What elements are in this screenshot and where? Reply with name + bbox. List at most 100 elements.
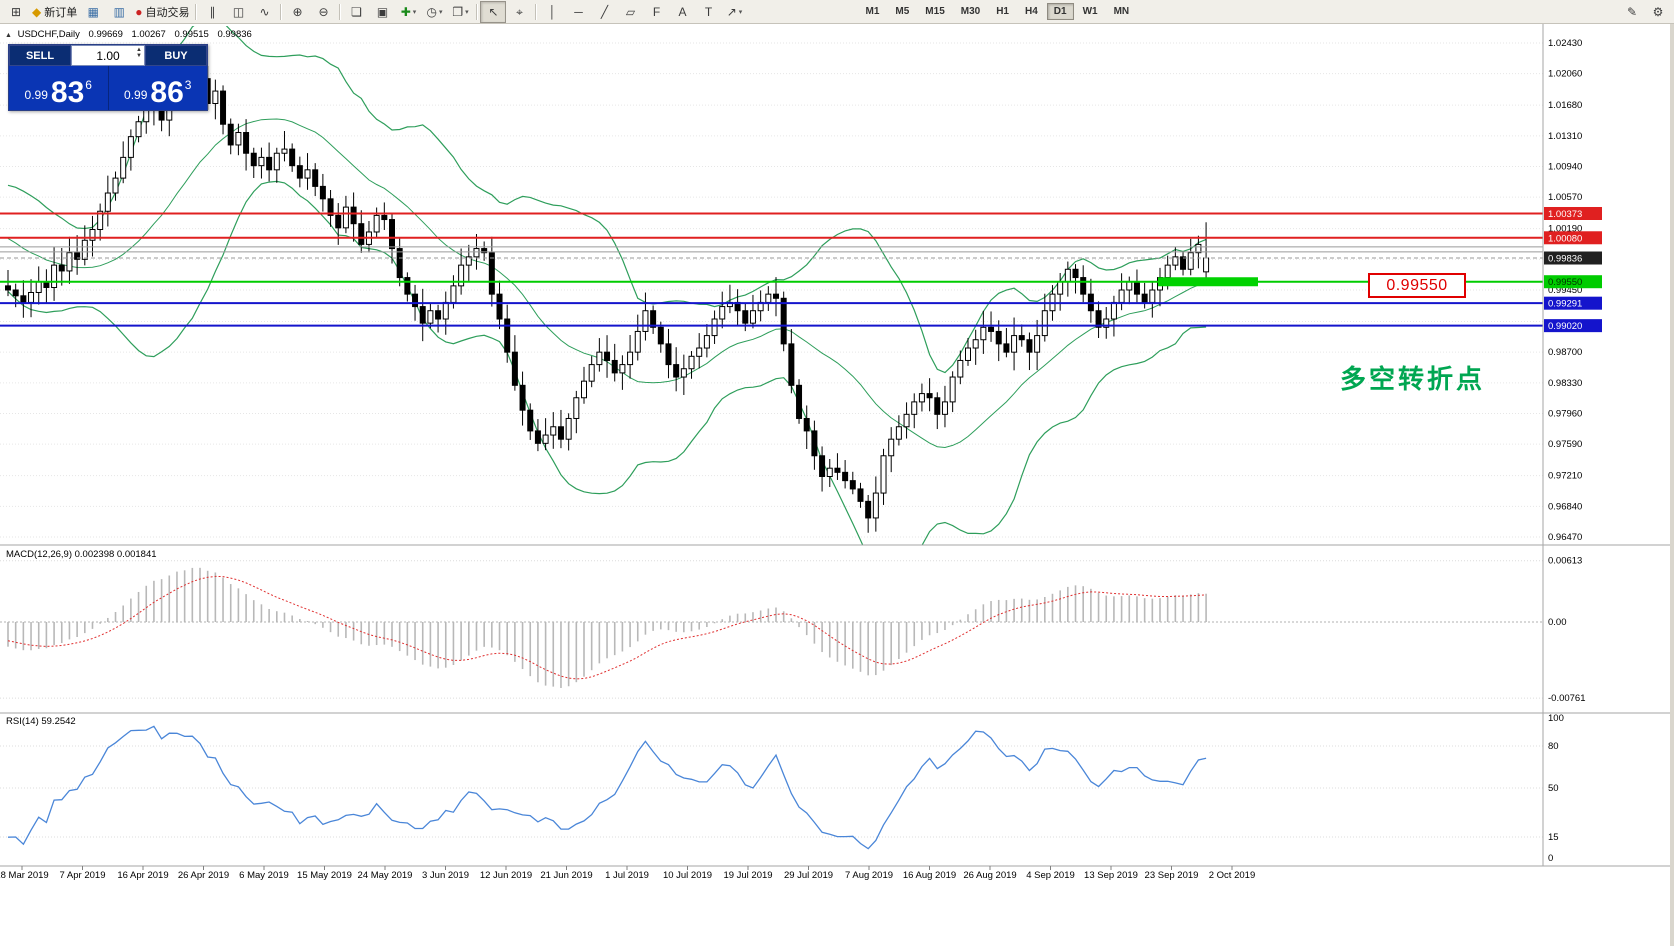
- ohlc-close: 0.99836: [217, 29, 252, 40]
- arrows-dropdown-icon[interactable]: ▾: [738, 8, 743, 16]
- macd-axis-label: 0.00613: [1548, 556, 1582, 567]
- collapse-icon[interactable]: ▲: [5, 32, 12, 39]
- timeframe-d1[interactable]: D1: [1046, 3, 1074, 20]
- candle: [1172, 256, 1179, 266]
- volume-down-icon[interactable]: ▼: [136, 53, 142, 59]
- date-axis-label: 4 Sep 2019: [1026, 870, 1075, 881]
- tile-windows-button[interactable]: ❏: [343, 1, 369, 23]
- timeframe-mn[interactable]: MN: [1113, 6, 1130, 17]
- candle: [1095, 310, 1102, 328]
- data-window-button[interactable]: ▥: [106, 1, 132, 23]
- date-axis-label: 26 Apr 2019: [178, 870, 229, 881]
- arrows-button[interactable]: ↗ ▾: [721, 1, 747, 23]
- candle: [28, 291, 35, 303]
- candle: [696, 347, 703, 357]
- one-click-trading-panel: SELL 1.00 ▲ ▼ BUY 0.99 83 6 0.99 86 3: [8, 44, 208, 111]
- sell-price[interactable]: 0.99 83 6: [9, 66, 109, 110]
- candlestick-chart-button[interactable]: ◫: [225, 1, 251, 23]
- candle: [941, 401, 948, 415]
- volume-up-icon[interactable]: ▲: [136, 47, 142, 53]
- candle: [834, 467, 841, 473]
- candle: [273, 152, 280, 171]
- volume-steppers[interactable]: ▲ ▼: [136, 47, 142, 59]
- candlestick-chart-icon: ◫: [232, 4, 245, 19]
- pencil-button[interactable]: ✎: [1619, 1, 1645, 23]
- price-badge: [1544, 206, 1602, 220]
- macd-signal-line: [7, 575, 1207, 680]
- text-label-button[interactable]: T: [695, 1, 721, 23]
- text-icon: A: [678, 4, 687, 19]
- candle: [1187, 252, 1194, 270]
- periods-button[interactable]: ◷ ▾: [421, 1, 447, 23]
- new-order-button[interactable]: ◆ 新订单: [29, 1, 80, 23]
- pivot-price-label[interactable]: 0.99550: [1368, 273, 1466, 298]
- window-right-border: [1670, 24, 1674, 946]
- candle: [419, 306, 426, 324]
- trendline-button[interactable]: ╱: [591, 1, 617, 23]
- candle: [857, 488, 864, 502]
- gear-button[interactable]: ⚙: [1645, 1, 1671, 23]
- candle: [749, 310, 756, 324]
- candle: [412, 293, 419, 308]
- candle: [327, 198, 334, 216]
- candle: [542, 434, 549, 444]
- new-chart-window-icon: ✚: [400, 4, 411, 19]
- price-axis-label: 0.98700: [1548, 347, 1582, 358]
- timeframe-w1[interactable]: W1: [1082, 6, 1098, 17]
- new-chart-button[interactable]: ⊞: [3, 1, 29, 23]
- autotrading-button[interactable]: ● 自动交易: [132, 1, 192, 23]
- new-chart-icon: ⊞: [10, 4, 22, 19]
- vertical-line-button[interactable]: │: [539, 1, 565, 23]
- buy-price[interactable]: 0.99 86 3: [109, 66, 208, 110]
- candle: [312, 169, 319, 187]
- horizontal-line-button[interactable]: ─: [565, 1, 591, 23]
- candle: [12, 289, 19, 297]
- line-chart-icon: ∿: [259, 4, 270, 19]
- market-watch-button[interactable]: ▦: [80, 1, 106, 23]
- candle: [250, 152, 257, 167]
- candle: [296, 165, 303, 179]
- candle: [450, 285, 457, 303]
- periods-dropdown-icon[interactable]: ▾: [438, 8, 443, 16]
- channel-button[interactable]: ▱: [617, 1, 643, 23]
- candle: [135, 121, 142, 138]
- arrows-icon: ↗: [726, 4, 737, 19]
- date-axis-label: 15 May 2019: [297, 870, 352, 881]
- candle: [826, 467, 833, 477]
- volume-input[interactable]: 1.00 ▲ ▼: [71, 45, 145, 66]
- sell-button[interactable]: SELL: [9, 45, 71, 66]
- zoom-out-button[interactable]: ⊖: [310, 1, 336, 23]
- zoom-in-button[interactable]: ⊕: [284, 1, 310, 23]
- candle: [427, 310, 434, 324]
- bar-chart-button[interactable]: ∥: [199, 1, 225, 23]
- auto-arrange-button[interactable]: ▣: [369, 1, 395, 23]
- candle: [657, 326, 664, 345]
- templates-dropdown-icon[interactable]: ▾: [465, 8, 469, 16]
- candle: [304, 169, 311, 179]
- line-chart-button[interactable]: ∿: [251, 1, 277, 23]
- timeframe-h4[interactable]: H4: [1025, 6, 1038, 17]
- tile-windows-icon: ❏: [351, 4, 362, 19]
- timeframe-m15[interactable]: M15: [925, 6, 945, 17]
- candle: [703, 335, 710, 349]
- new-chart-window-dropdown-icon[interactable]: ▾: [412, 8, 417, 16]
- timeframe-m30[interactable]: M30: [960, 6, 981, 17]
- crosshair-button[interactable]: ⌖: [506, 1, 532, 23]
- cursor-button[interactable]: ↖: [480, 0, 507, 23]
- date-axis-label: 7 Aug 2019: [845, 870, 893, 881]
- timeframe-m5[interactable]: M5: [895, 6, 910, 17]
- buy-button[interactable]: BUY: [145, 45, 207, 66]
- candle: [965, 347, 971, 361]
- text-button[interactable]: A: [669, 1, 695, 23]
- timeframe-m1[interactable]: M1: [865, 6, 880, 17]
- date-axis-label: 6 May 2019: [239, 870, 289, 881]
- templates-button[interactable]: ❐ ▾: [447, 1, 473, 23]
- crosshair-icon: ⌖: [516, 4, 523, 19]
- gear-icon: ⚙: [1652, 4, 1664, 19]
- timeframe-h1[interactable]: H1: [996, 6, 1009, 17]
- candle: [650, 310, 657, 328]
- fibonacci-button[interactable]: F: [643, 1, 669, 23]
- new-chart-window-button[interactable]: ✚ ▾: [395, 1, 421, 23]
- candle: [74, 252, 81, 260]
